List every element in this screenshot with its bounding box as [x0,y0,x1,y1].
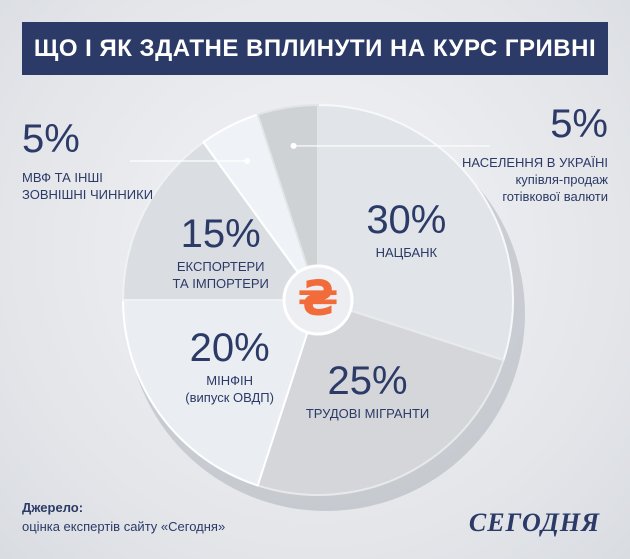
category-label: НАСЕЛЕННЯ В УКРАЇНІ купівля-продаж готів… [461,154,608,204]
category-label: ЕКСПОРТЕРИ ТА ІМПОРТЕРИ [172,259,269,292]
center-symbol: ₴ [297,271,338,327]
pie-slice [121,299,320,487]
chart-title: ЩО І ЯК ЗДАТНЕ ВПЛИНУТИ НА КУРС ГРИВНІ [22,22,608,75]
category-label: МІНФІН (випуск ОВДП) [185,373,274,406]
source: оцінка експертів сайту «Сегодня» [22,519,226,534]
value-label: 5% [550,101,608,146]
category-label: МВФ ТА ІНШІ ЗОВНІШНІ ЧИННИКИ [22,170,154,202]
pie-slice [121,140,320,301]
category-label: ТРУДОВІ МІГРАНТИ [305,406,430,422]
value-label: 20% [189,326,270,371]
value-label: 5% [22,117,80,161]
pie-slice [317,103,514,362]
pie-slice [256,298,505,496]
value-label: 15% [180,212,261,257]
logo: СЕГОДНЯ [468,508,600,537]
pie-slice [256,103,319,301]
value-label: 30% [366,197,447,242]
value-label: 25% [327,359,408,404]
center-disc [282,264,354,336]
category-label: НАЦБАНК [375,244,438,260]
source-label: Джерело: [22,500,84,515]
